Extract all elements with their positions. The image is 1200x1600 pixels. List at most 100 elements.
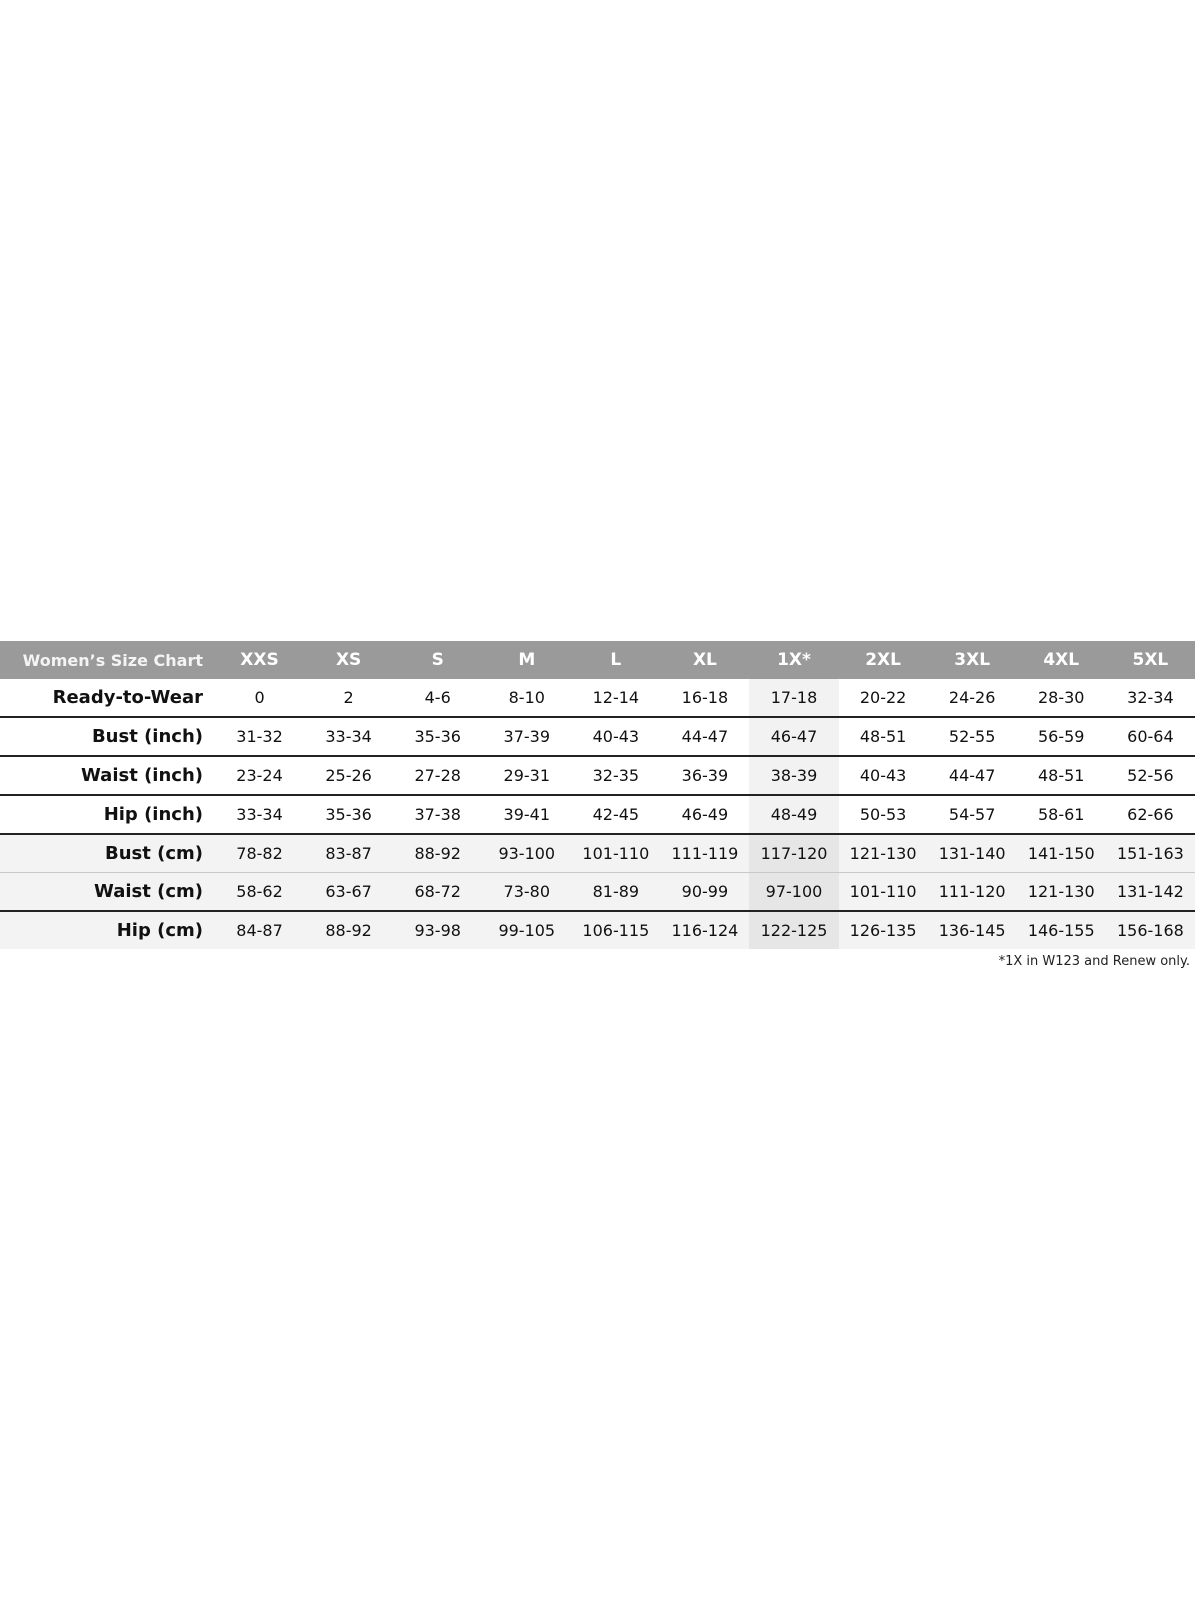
table-cell: 111-120 [927, 872, 1017, 912]
table-row: Waist (cm) 58-62 63-67 68-72 73-80 81-89 90-99… [0, 872, 1195, 912]
table-cell: 90-99 [660, 872, 750, 912]
table-cell: 97-100 [749, 872, 839, 912]
table-cell: 122-125 [749, 911, 839, 949]
column-header: XXS [215, 641, 305, 679]
row-label: Waist (cm) [0, 872, 215, 912]
table-cell: 16-18 [660, 679, 750, 718]
table-cell: 46-47 [749, 717, 839, 757]
column-header: 1X* [749, 641, 839, 679]
table-cell: 54-57 [927, 795, 1017, 835]
table-cell: 99-105 [482, 911, 572, 949]
table-cell: 24-26 [927, 679, 1017, 718]
table-cell: 40-43 [571, 717, 661, 757]
column-header: XS [304, 641, 394, 679]
table-cell: 35-36 [393, 717, 483, 757]
table-cell: 81-89 [571, 872, 661, 912]
table-cell: 68-72 [393, 872, 483, 912]
table-cell: 40-43 [838, 756, 928, 796]
table-cell: 12-14 [571, 679, 661, 718]
table-cell: 44-47 [927, 756, 1017, 796]
row-label: Ready-to-Wear [0, 679, 215, 718]
table-cell: 141-150 [1016, 834, 1106, 873]
table-cell: 33-34 [304, 717, 394, 757]
table-cell: 50-53 [838, 795, 928, 835]
table-cell: 8-10 [482, 679, 572, 718]
column-header: S [393, 641, 483, 679]
table-cell: 73-80 [482, 872, 572, 912]
table-cell: 60-64 [1105, 717, 1195, 757]
table-cell: 63-67 [304, 872, 394, 912]
table-cell: 111-119 [660, 834, 750, 873]
table-cell: 48-51 [1016, 756, 1106, 796]
table-cell: 28-30 [1016, 679, 1106, 718]
table-cell: 156-168 [1105, 911, 1195, 949]
table-cell: 48-49 [749, 795, 839, 835]
footnote: *1X in W123 and Renew only. [998, 954, 1190, 969]
table-cell: 146-155 [1016, 911, 1106, 949]
table-cell: 36-39 [660, 756, 750, 796]
table-cell: 106-115 [571, 911, 661, 949]
table-cell: 37-39 [482, 717, 572, 757]
table-cell: 32-34 [1105, 679, 1195, 718]
table-cell: 93-100 [482, 834, 572, 873]
table-cell: 35-36 [304, 795, 394, 835]
table-cell: 0 [215, 679, 305, 718]
table-cell: 42-45 [571, 795, 661, 835]
table-row: Ready-to-Wear 0 2 4-6 8-10 12-14 16-18 17-18 20-… [0, 679, 1195, 718]
table-row: Hip (cm) 84-87 88-92 93-98 99-105 106-115 116-… [0, 911, 1195, 949]
table-cell: 101-110 [838, 872, 928, 912]
column-header: L [571, 641, 661, 679]
column-header: M [482, 641, 572, 679]
table-cell: 29-31 [482, 756, 572, 796]
table-cell: 27-28 [393, 756, 483, 796]
chart-title: Women’s Size Chart [0, 641, 215, 679]
column-header: 3XL [927, 641, 1017, 679]
row-label: Bust (inch) [0, 717, 215, 757]
table-cell: 4-6 [393, 679, 483, 718]
table-cell: 23-24 [215, 756, 305, 796]
table-cell: 136-145 [927, 911, 1017, 949]
table-cell: 116-124 [660, 911, 750, 949]
table-cell: 56-59 [1016, 717, 1106, 757]
table-cell: 88-92 [393, 834, 483, 873]
row-label: Bust (cm) [0, 834, 215, 873]
row-label: Hip (inch) [0, 795, 215, 835]
size-chart-table: Women’s Size Chart XXS XS S M L XL 1X* 2XL 3XL 4X… [0, 641, 1195, 949]
table-cell: 117-120 [749, 834, 839, 873]
table-cell: 121-130 [1016, 872, 1106, 912]
table-cell: 121-130 [838, 834, 928, 873]
column-header: 4XL [1016, 641, 1106, 679]
column-header: XL [660, 641, 750, 679]
table-cell: 20-22 [838, 679, 928, 718]
table-cell: 84-87 [215, 911, 305, 949]
table-cell: 33-34 [215, 795, 305, 835]
table-cell: 52-56 [1105, 756, 1195, 796]
table-row: Waist (inch) 23-24 25-26 27-28 29-31 32-35 36-… [0, 756, 1195, 796]
row-label: Waist (inch) [0, 756, 215, 796]
table-cell: 93-98 [393, 911, 483, 949]
table-row: Bust (cm) 78-82 83-87 88-92 93-100 101-110 111… [0, 834, 1195, 873]
table-cell: 32-35 [571, 756, 661, 796]
table-cell: 38-39 [749, 756, 839, 796]
table-cell: 78-82 [215, 834, 305, 873]
column-header: 2XL [838, 641, 928, 679]
table-cell: 17-18 [749, 679, 839, 718]
table-cell: 39-41 [482, 795, 572, 835]
table-cell: 131-142 [1105, 872, 1195, 912]
header-row: Women’s Size Chart XXS XS S M L XL 1X* 2XL 3XL 4X… [0, 641, 1195, 679]
table-cell: 58-62 [215, 872, 305, 912]
table-cell: 62-66 [1105, 795, 1195, 835]
table-cell: 44-47 [660, 717, 750, 757]
column-header: 5XL [1105, 641, 1195, 679]
table-row: Hip (inch) 33-34 35-36 37-38 39-41 42-45 46-49… [0, 795, 1195, 835]
table-cell: 48-51 [838, 717, 928, 757]
table-cell: 83-87 [304, 834, 394, 873]
table-cell: 58-61 [1016, 795, 1106, 835]
table-cell: 88-92 [304, 911, 394, 949]
table-cell: 31-32 [215, 717, 305, 757]
table-cell: 131-140 [927, 834, 1017, 873]
table-cell: 37-38 [393, 795, 483, 835]
table-cell: 151-163 [1105, 834, 1195, 873]
table-cell: 25-26 [304, 756, 394, 796]
table-row: Bust (inch) 31-32 33-34 35-36 37-39 40-43 44-4… [0, 717, 1195, 757]
